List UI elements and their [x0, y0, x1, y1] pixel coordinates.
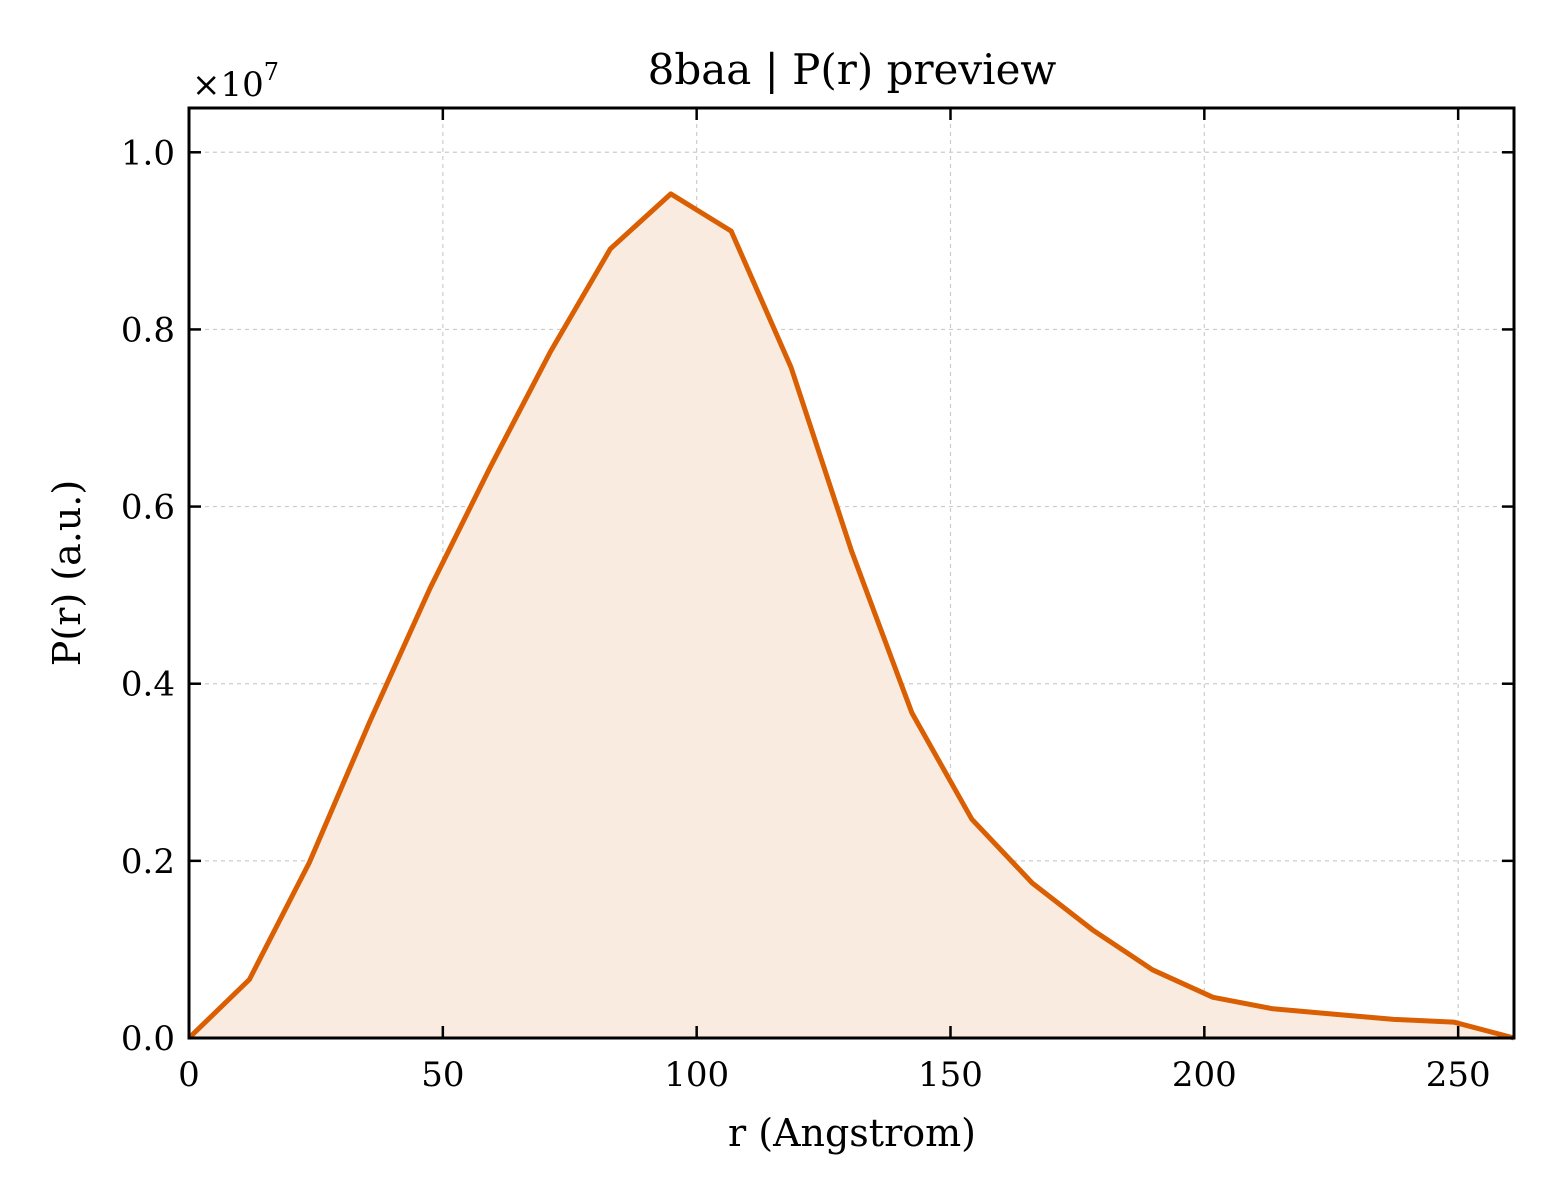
x-tick-label: 200 [1172, 1055, 1237, 1095]
plot-frame [187, 106, 1516, 1040]
y-tick-label: 0.2 [121, 842, 175, 882]
y-tick-label: 0.0 [121, 1019, 175, 1059]
pr-series-line [187, 191, 1515, 1041]
x-tick-label: 0 [178, 1055, 200, 1095]
x-tick-label: 50 [421, 1055, 464, 1095]
x-tick-label: 250 [1426, 1055, 1491, 1095]
y-tick-label: 0.6 [121, 488, 175, 528]
y-scale-exponent: 7 [264, 58, 279, 86]
y-scale-base: ×10 [192, 65, 264, 105]
axis-ticks: 0 50 100 150 200 250 0.0 0.2 0.4 0.6 0.8 1.0 [121, 108, 1514, 1095]
x-tick-label: 100 [664, 1055, 729, 1095]
x-axis-label: r (Angstrom) [728, 1111, 976, 1155]
y-axis-label: P(r) (a.u.) [45, 480, 89, 666]
y-scale-multiplier: ×107 [192, 58, 279, 105]
x-tick-label: 150 [918, 1055, 983, 1095]
y-tick-label: 1.0 [121, 133, 175, 173]
pr-area-fill [189, 193, 1514, 1038]
y-tick-label: 0.8 [121, 310, 175, 350]
y-tick-label: 0.4 [121, 665, 175, 705]
chart-title: 8baa | P(r) preview [648, 45, 1057, 94]
